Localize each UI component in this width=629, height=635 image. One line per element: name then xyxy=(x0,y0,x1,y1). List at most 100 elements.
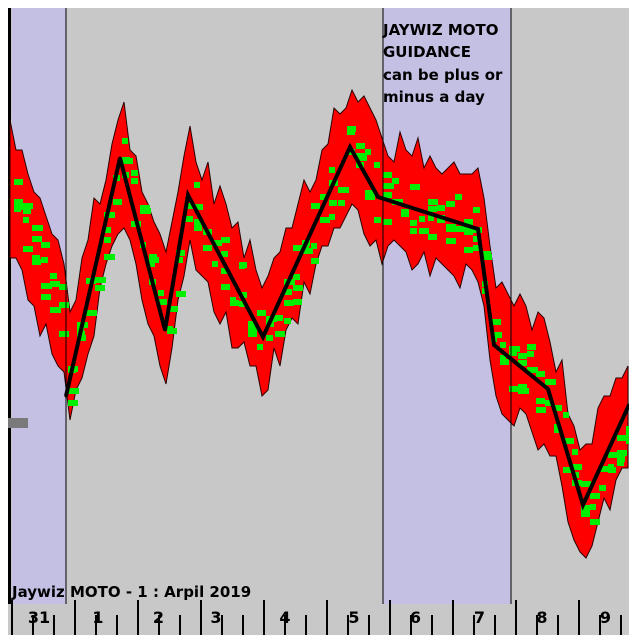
band-speckle xyxy=(68,388,79,394)
band-speckle xyxy=(194,182,200,188)
band-speckle xyxy=(536,407,546,413)
band-speckle xyxy=(401,209,409,215)
band-speckle xyxy=(374,217,381,223)
band-speckle xyxy=(527,367,538,373)
band-speckle xyxy=(194,225,202,231)
band-speckle xyxy=(437,217,445,223)
band-speckle xyxy=(23,203,33,209)
band-speckle xyxy=(608,452,617,458)
band-speckle xyxy=(437,205,445,211)
band-speckle xyxy=(239,301,245,307)
band-speckle xyxy=(176,291,186,297)
band-speckle xyxy=(140,205,150,211)
band-speckle xyxy=(320,194,327,200)
x-tick-label: 6 xyxy=(410,608,421,627)
band-speckle xyxy=(32,255,40,261)
band-speckle xyxy=(131,170,138,176)
guidance-point xyxy=(261,335,265,339)
band-speckle xyxy=(14,179,23,185)
band-speckle xyxy=(383,172,392,178)
band-speckle xyxy=(365,194,375,200)
guidance-point xyxy=(186,193,190,197)
band-speckle xyxy=(365,190,374,196)
band-speckle xyxy=(428,234,437,240)
x-tick-label: 7 xyxy=(474,608,485,627)
band-speckle xyxy=(41,283,52,289)
band-speckle xyxy=(626,426,629,432)
band-speckle xyxy=(338,200,345,206)
band-speckle xyxy=(320,217,330,223)
band-speckle xyxy=(626,431,629,437)
guidance-point xyxy=(163,328,167,332)
band-speckle xyxy=(41,242,50,248)
band-speckle xyxy=(500,359,509,365)
band-speckle xyxy=(32,236,42,242)
band-speckle xyxy=(68,400,78,406)
band-speckle xyxy=(104,227,111,233)
band-speckle xyxy=(311,258,319,264)
band-speckle xyxy=(131,178,138,184)
band-speckle xyxy=(599,485,606,491)
x-tick-label: 5 xyxy=(348,608,359,627)
band-speckle xyxy=(41,257,48,263)
guidance-point xyxy=(348,145,352,149)
band-speckle xyxy=(536,398,545,404)
band-speckle xyxy=(500,355,506,361)
left-border xyxy=(8,8,11,633)
band-speckle xyxy=(581,481,591,487)
band-speckle xyxy=(572,464,582,470)
guidance-point xyxy=(492,343,496,347)
band-speckle xyxy=(446,201,455,207)
band-speckle xyxy=(248,331,257,337)
band-speckle xyxy=(473,207,480,213)
band-speckle xyxy=(464,227,473,233)
band-speckle xyxy=(518,353,527,359)
band-speckle xyxy=(50,281,60,287)
band-speckle xyxy=(275,315,283,321)
guidance-point xyxy=(581,503,585,507)
x-tick-label: 8 xyxy=(536,608,547,627)
band-speckle xyxy=(545,400,553,406)
guidance-note-line-1: JAYWIZ MOTO xyxy=(382,21,499,39)
band-speckle xyxy=(338,187,349,193)
band-speckle xyxy=(356,153,367,159)
x-tick-label: 2 xyxy=(153,608,164,627)
guidance-note-line-3: can be plus or xyxy=(383,66,503,84)
band-speckle xyxy=(455,226,464,232)
band-speckle xyxy=(428,215,434,221)
x-tick-label: 3 xyxy=(210,608,221,627)
band-speckle xyxy=(518,360,527,366)
band-speckle xyxy=(356,143,365,149)
band-speckle xyxy=(617,450,627,456)
band-speckle xyxy=(212,261,218,267)
guidance-point xyxy=(118,156,122,160)
band-speckle xyxy=(572,449,578,455)
guidance-point xyxy=(476,227,480,231)
band-speckle xyxy=(293,245,304,251)
guidance-line xyxy=(64,142,629,511)
band-speckle xyxy=(329,167,335,173)
band-speckle xyxy=(248,321,256,327)
band-speckle xyxy=(221,251,228,257)
band-speckle xyxy=(185,216,193,222)
band-speckle xyxy=(158,290,164,296)
band-speckle xyxy=(194,204,203,210)
band-speckle xyxy=(428,199,438,205)
band-speckle xyxy=(104,212,115,218)
band-speckle xyxy=(617,435,628,441)
band-speckle xyxy=(446,226,456,232)
band-speckle xyxy=(158,299,167,305)
band-speckle xyxy=(545,379,556,385)
band-speckle xyxy=(14,204,25,210)
band-speckle xyxy=(221,284,230,290)
band-speckle xyxy=(590,519,600,525)
band-speckle xyxy=(365,149,371,155)
band-speckle xyxy=(329,200,337,206)
band-speckle xyxy=(122,138,128,144)
band-speckle xyxy=(518,388,529,394)
scroll-marker xyxy=(8,418,28,428)
band-speckle xyxy=(419,228,429,234)
band-speckle xyxy=(473,245,480,251)
band-speckle xyxy=(410,228,417,234)
